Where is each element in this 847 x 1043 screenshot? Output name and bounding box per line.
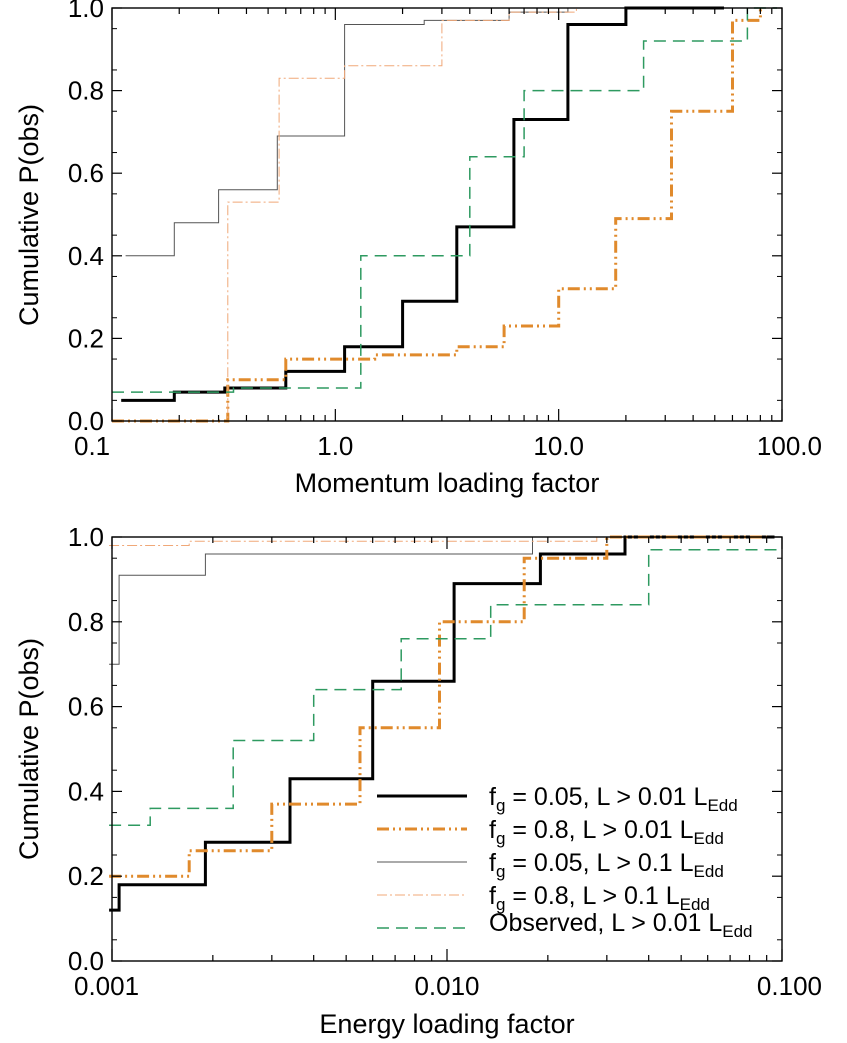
legend-item: fg = 0.05, L > 0.01 LEdd [377,783,738,815]
y-tick-label: 0.6 [68,692,104,722]
series-line [109,535,767,878]
series-line [125,7,733,257]
y-tick-label: 0.2 [68,861,104,891]
y-tick-label: 0.0 [68,406,104,436]
legend-item: fg = 0.05, L > 0.1 LEdd [377,849,724,881]
legend-label: Observed, L > 0.01 LEdd [489,909,753,941]
x-tick-label: 0.100 [757,971,822,1001]
y-tick-label: 0.4 [68,241,104,271]
x-tick-label: 100.0 [757,431,822,461]
series-line [121,6,724,402]
plot-frame [111,7,783,422]
series-line [109,536,775,665]
y-tick-label: 1.0 [68,0,104,23]
x-tick-label: 0.010 [414,971,479,1001]
series-line [163,7,772,422]
x-tick-label: 1.0 [317,431,353,461]
legend-label: fg = 0.05, L > 0.01 LEdd [489,783,738,815]
legend-label: fg = 0.05, L > 0.1 LEdd [489,849,724,881]
x-tick-label: 0.001 [74,971,139,1001]
energy-panel: 0.0 0.2 0.4 0.6 0.8 1.0 0.001 0.010 0.100 Energy… [14,522,822,1039]
series-line [112,7,777,393]
legend-item: fg = 0.8, L > 0.01 LEdd [377,816,724,848]
y-tick-label: 0.8 [68,76,104,106]
y-axis-title: Cumulative P(obs) [14,104,44,326]
x-axis-title: Momentum loading factor [295,468,600,498]
legend-label: fg = 0.8, L > 0.01 LEdd [489,816,724,848]
legend-item: Observed, L > 0.01 LEdd [377,909,753,941]
y-axis-title: Cumulative P(obs) [14,638,44,860]
y-tick-label: 0.4 [68,776,104,806]
x-axis-title: Energy loading factor [319,1009,574,1039]
legend: fg = 0.05, L > 0.01 LEdd fg = 0.8, L > 0… [377,783,753,941]
y-tick-label: 0.6 [68,158,104,188]
y-tick-label: 0.2 [68,323,104,353]
momentum-panel: 0.0 0.2 0.4 0.6 0.8 1.0 0.1 1.0 10.0 100.0 Moment… [14,0,822,498]
legend-label: fg = 0.8, L > 0.1 LEdd [489,882,710,914]
x-tick-label: 0.1 [74,431,110,461]
series-line [109,535,775,912]
series-line [112,8,762,423]
y-tick-label: 1.0 [68,522,104,552]
series-line [109,548,782,827]
legend-item: fg = 0.8, L > 0.1 LEdd [377,882,710,914]
y-tick-label: 0.8 [68,607,104,637]
x-tick-label: 10.0 [533,431,584,461]
y-tick-label: 0.0 [68,946,104,976]
